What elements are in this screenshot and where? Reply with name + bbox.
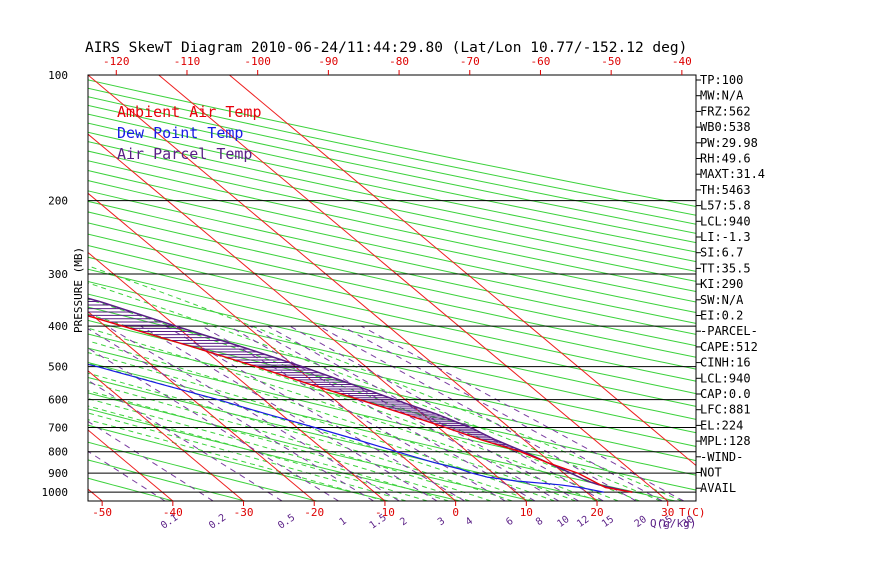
- index-label: KI:290: [700, 277, 743, 291]
- bottom-temp-tick-label: 0: [452, 506, 459, 519]
- index-label: MPL:128: [700, 434, 751, 448]
- mixing-ratio-label: 10: [555, 514, 571, 530]
- index-label: TP:100: [700, 73, 743, 87]
- legend-ambient-air-temp: Ambient Air Temp: [117, 103, 262, 121]
- index-label: WB0:538: [700, 120, 751, 134]
- isotherm: [0, 75, 31, 501]
- pressure-tick-label: 400: [48, 320, 68, 333]
- index-label: -PARCEL-: [700, 324, 758, 338]
- index-label: MAXT:31.4: [700, 167, 765, 181]
- pressure-tick-label: 1000: [42, 486, 69, 499]
- moist-adiabat: [0, 75, 597, 501]
- mixing-ratio-label: 20: [633, 514, 649, 530]
- top-temp-tick-label: -120: [103, 55, 130, 68]
- dry-adiabat: [0, 75, 604, 501]
- index-label: SI:6.7: [700, 246, 743, 260]
- index-label: RH:49.6: [700, 152, 751, 166]
- y-axis-label: PRESSURE (MB): [72, 247, 85, 333]
- pressure-tick-label: 900: [48, 467, 68, 480]
- index-label: AVAIL: [700, 481, 736, 495]
- pressure-tick-label: 300: [48, 268, 68, 281]
- isotherm: [0, 75, 102, 501]
- bottom-temp-tick-label: -30: [234, 506, 254, 519]
- index-label: -WIND-: [700, 450, 743, 464]
- legend-dew-point-temp: Dew Point Temp: [117, 124, 243, 142]
- mixing-ratio-label: 8: [534, 516, 545, 528]
- top-temp-tick-label: -70: [460, 55, 480, 68]
- bottom-temp-tick-label: 10: [520, 506, 533, 519]
- legend-air-parcel-temp: Air Parcel Temp: [117, 145, 252, 163]
- index-label: LCL:940: [700, 214, 751, 228]
- mixing-ratio-label: 0.5: [276, 512, 297, 531]
- index-label: L57:5.8: [700, 199, 751, 213]
- chart-title: AIRS SkewT Diagram 2010-06-24/11:44:29.8…: [85, 40, 687, 56]
- pressure-tick-label: 200: [48, 195, 68, 208]
- index-label: TH:5463: [700, 183, 751, 197]
- bottom-temp-tick-label: -20: [304, 506, 324, 519]
- index-label: LI:-1.3: [700, 230, 751, 244]
- isotherm: [17, 75, 526, 501]
- legend: Ambient Air Temp Dew Point Temp Air Parc…: [117, 103, 262, 163]
- mixing-ratio-label: 3: [436, 516, 447, 528]
- mixing-ratio-line: [268, 326, 579, 501]
- index-label: FRZ:562: [700, 104, 751, 118]
- moist-adiabat: [0, 75, 661, 501]
- top-temp-tick-label: -60: [531, 55, 551, 68]
- mixing-ratio-label: 0.2: [207, 512, 228, 531]
- mixing-ratio-label: 2: [398, 516, 409, 528]
- top-temp-tick-label: -90: [318, 55, 338, 68]
- index-label: CINH:16: [700, 356, 751, 370]
- top-temp-tick-label: -80: [389, 55, 409, 68]
- index-label: NOT: [700, 466, 722, 480]
- mixing-ratio-line: [0, 326, 165, 501]
- pressure-tick-label: 100: [48, 69, 68, 82]
- mixing-ratio-label: 12: [575, 514, 591, 530]
- index-label: EL:224: [700, 418, 743, 432]
- index-label: MW:N/A: [700, 89, 744, 103]
- pressure-tick-label: 600: [48, 394, 68, 407]
- top-temp-tick-label: -100: [244, 55, 271, 68]
- top-temp-tick-label: -110: [174, 55, 201, 68]
- isotherm: [229, 75, 738, 501]
- index-label: SW:N/A: [700, 293, 744, 307]
- top-temp-tick-label: -50: [601, 55, 621, 68]
- mixing-ratio-label: 1: [338, 516, 349, 528]
- bottom-temp-tick-label: 20: [590, 506, 603, 519]
- index-label: LFC:881: [700, 403, 751, 417]
- top-temp-tick-label: -40: [672, 55, 692, 68]
- mixing-ratio-label: 4: [464, 516, 475, 528]
- index-label: TT:35.5: [700, 261, 751, 275]
- index-label: PW:29.98: [700, 136, 758, 150]
- pressure-tick-label: 800: [48, 446, 68, 459]
- mixing-ratio-label: 6: [504, 516, 515, 528]
- index-label: CAPE:512: [700, 340, 758, 354]
- index-label: LCL:940: [700, 371, 751, 385]
- pressure-tick-label: 700: [48, 422, 68, 435]
- index-label: CAP:0.0: [700, 387, 751, 401]
- bottom-temp-tick-label: -50: [92, 506, 112, 519]
- index-label: EI:0.2: [700, 309, 743, 323]
- mixing-ratio-line: [141, 326, 437, 501]
- pressure-tick-label: 500: [48, 361, 68, 374]
- dry-adiabat: [0, 75, 747, 501]
